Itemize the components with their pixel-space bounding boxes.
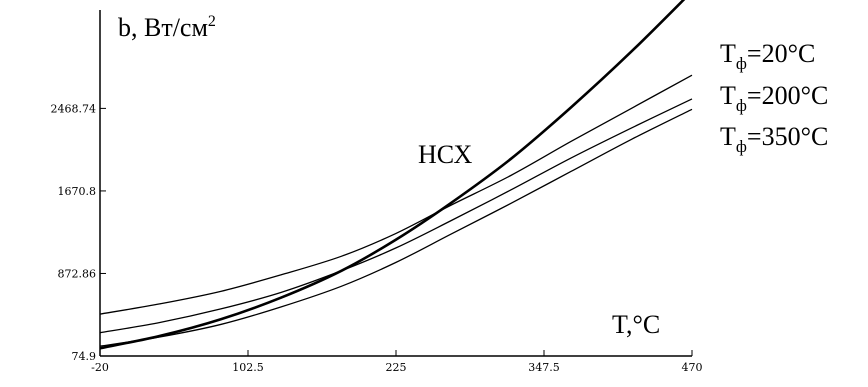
series-label-2-main: T [720, 81, 736, 110]
series-label-1-rest: =20°C [747, 39, 815, 68]
series-label-2-sub: ф [736, 96, 747, 115]
y-tick-label: 1670.8 [58, 185, 97, 198]
series-label-1-main: T [720, 39, 736, 68]
y-tick-label: 74.9 [72, 350, 97, 363]
y-tick-label: 872.86 [58, 267, 97, 280]
y-axis-label: b, Вт/см2 [118, 13, 216, 42]
x-tick-label: 225 [386, 361, 407, 374]
series-line-3 [99, 98, 693, 334]
x-axis-label: T,°C [612, 310, 660, 339]
series-label-3: Tф=350°C [720, 122, 828, 156]
x-tick-label: 102.5 [232, 361, 264, 374]
x-tick-label: 347.5 [528, 361, 560, 374]
series-group [99, 0, 693, 350]
series-label-3-rest: =350°C [747, 122, 828, 151]
series-label-2: Tф=200°C [720, 81, 828, 115]
x-tick-label: -20 [91, 361, 109, 374]
series-label-3-main: T [720, 122, 736, 151]
y-axis-label-main: b, Вт/см [118, 13, 208, 42]
series-label-3-sub: ф [736, 137, 747, 156]
hcx-annotation: НСХ [418, 140, 472, 169]
series-label-1: Tф=20°C [720, 39, 815, 73]
series-label-1-sub: ф [736, 54, 747, 73]
y-axis-label-sup: 2 [208, 13, 216, 30]
series-label-2-rest: =200°C [747, 81, 828, 110]
series-line-1 [99, 0, 686, 350]
axes-group [99, 10, 692, 357]
x-tick-label: 470 [682, 361, 703, 374]
series-line-4 [99, 108, 693, 347]
ticks-group: -20 102.5 225 347.5 470 74.9 872.86 1670.8 2468.… [51, 102, 703, 374]
y-tick-label: 2468.74 [51, 102, 97, 115]
series-line-2 [99, 74, 693, 315]
